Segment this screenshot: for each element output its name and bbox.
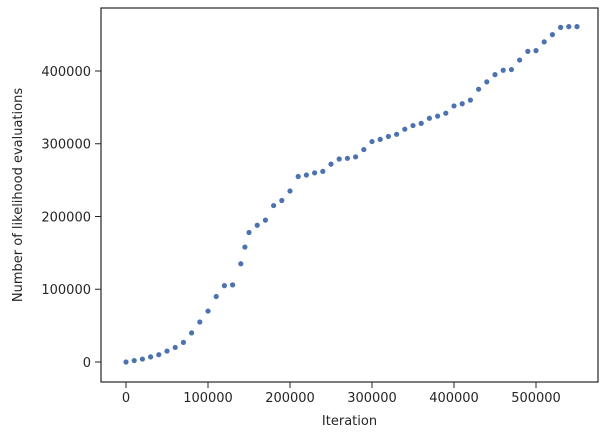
point	[312, 170, 318, 176]
point	[476, 86, 482, 92]
y-tick-label: 0	[83, 356, 91, 371]
x-tick-label: 0	[122, 391, 130, 406]
point	[123, 359, 129, 365]
point	[508, 66, 515, 73]
x-tick-label: 500000	[511, 391, 561, 406]
point	[369, 138, 375, 145]
point	[558, 24, 564, 30]
point	[279, 197, 285, 204]
point	[213, 293, 219, 300]
point	[156, 352, 162, 358]
point	[574, 24, 580, 30]
plot-frame	[100, 7, 599, 383]
point	[353, 154, 359, 160]
point	[238, 261, 244, 267]
point	[242, 244, 248, 250]
point	[402, 126, 408, 132]
point	[394, 131, 400, 137]
point	[246, 229, 252, 236]
point	[443, 110, 449, 116]
point	[336, 156, 342, 162]
point	[164, 348, 170, 354]
point	[320, 168, 326, 174]
point	[262, 217, 269, 223]
x-tick-label: 300000	[347, 391, 397, 406]
point	[197, 319, 203, 325]
point	[172, 344, 178, 351]
point	[254, 222, 260, 228]
point	[361, 146, 367, 153]
x-tick-label: 100000	[183, 391, 233, 406]
point	[189, 330, 195, 336]
x-tick-label: 200000	[265, 391, 315, 406]
point	[385, 133, 392, 140]
point	[221, 283, 228, 289]
point	[533, 48, 539, 54]
point	[541, 39, 547, 45]
point	[148, 354, 154, 360]
point	[139, 356, 146, 362]
y-axis-label: Number of likelihood evaluations	[11, 88, 26, 302]
point	[418, 120, 424, 126]
point	[484, 79, 490, 85]
point	[500, 67, 506, 73]
point	[377, 136, 383, 142]
point	[426, 115, 433, 121]
point	[517, 57, 523, 63]
point	[230, 282, 236, 288]
point	[451, 103, 457, 109]
y-tick-label: 400000	[41, 65, 91, 80]
point	[492, 72, 498, 78]
point	[295, 173, 301, 180]
point	[566, 24, 572, 30]
point	[328, 161, 334, 167]
y-tick-label: 100000	[41, 283, 91, 298]
point	[525, 48, 531, 54]
x-tick-label: 400000	[429, 391, 479, 406]
point	[549, 32, 556, 38]
y-tick-label: 300000	[41, 138, 91, 153]
point	[287, 188, 293, 194]
point	[344, 155, 351, 161]
point	[410, 122, 416, 129]
y-tick-label: 200000	[41, 210, 91, 225]
point	[180, 339, 187, 345]
point	[271, 202, 277, 209]
point	[459, 101, 465, 107]
point	[131, 357, 137, 364]
point	[205, 308, 211, 314]
x-axis-label: Iteration	[322, 414, 377, 429]
point	[435, 113, 441, 119]
point	[467, 97, 474, 103]
point	[303, 172, 310, 178]
